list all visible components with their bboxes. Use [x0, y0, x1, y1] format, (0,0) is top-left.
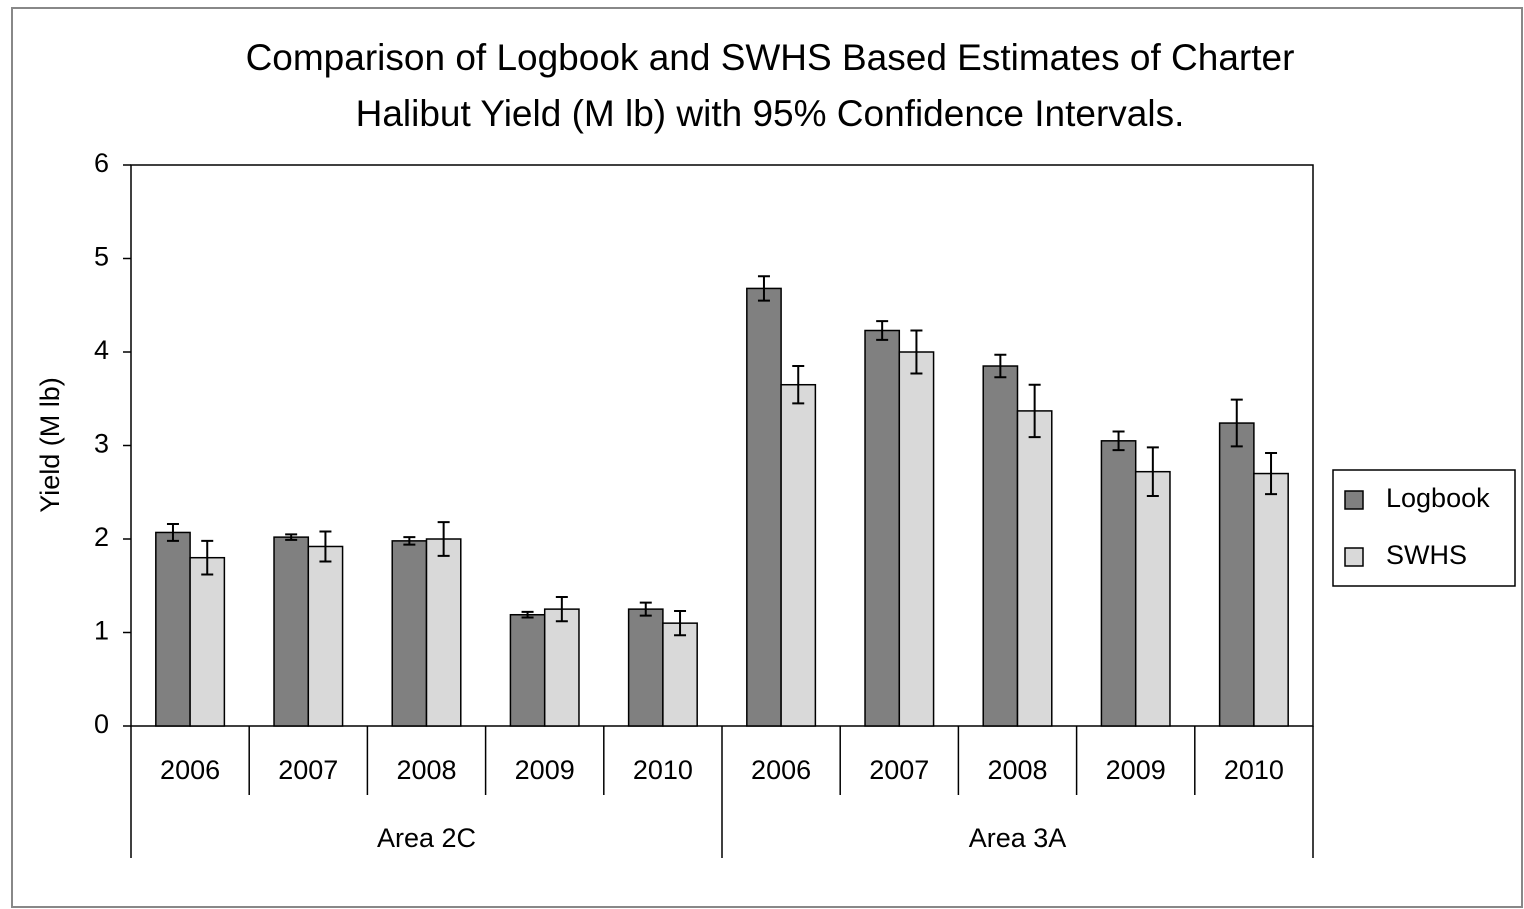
error-bar [555, 595, 568, 623]
y-tick-label: 0 [94, 709, 109, 739]
error-bar [437, 521, 450, 557]
bar [627, 608, 664, 727]
group-label: Area 2C [377, 823, 476, 853]
group-label: Area 3A [969, 823, 1067, 853]
error-bar [1265, 451, 1278, 496]
bar [982, 365, 1019, 727]
y-tick-label: 6 [94, 148, 109, 178]
bar [864, 329, 901, 727]
error-bar [876, 320, 889, 341]
bar [746, 287, 782, 727]
bar [1134, 470, 1171, 727]
bar [155, 531, 191, 727]
x-tick-label: 2010 [1224, 755, 1284, 785]
x-tick-label: 2007 [278, 755, 338, 785]
bar [273, 536, 310, 727]
error-bar [639, 601, 652, 617]
error-bar [994, 353, 1007, 379]
bar [391, 540, 428, 727]
bar [898, 351, 935, 727]
error-bar [1230, 398, 1243, 448]
error-bar [1028, 383, 1041, 439]
bar [1253, 472, 1289, 727]
bar [1100, 440, 1137, 727]
x-tick-label: 2008 [396, 755, 456, 785]
y-tick-label: 3 [94, 429, 109, 459]
error-bar [1112, 430, 1125, 452]
y-axis-label: Yield (M lb) [35, 377, 65, 513]
y-tick-label: 4 [94, 335, 109, 365]
y-tick-label: 2 [94, 522, 109, 552]
error-bar [757, 275, 770, 302]
x-tick-label: 2006 [160, 755, 220, 785]
x-tick-label: 2009 [515, 755, 575, 785]
error-bar [201, 539, 214, 576]
legend-swatch [1344, 547, 1364, 567]
bar [1218, 422, 1255, 727]
bar [780, 383, 817, 727]
bar [1016, 410, 1053, 727]
error-bar [166, 523, 179, 542]
x-tick-label: 2006 [751, 755, 811, 785]
bar [509, 613, 546, 727]
error-bar [1146, 446, 1159, 497]
chart-title: Halibut Yield (M lb) with 95% Confidence… [356, 93, 1185, 134]
error-bar [792, 365, 805, 405]
y-tick-label: 1 [94, 616, 109, 646]
error-bar [403, 536, 416, 546]
x-tick-label: 2007 [869, 755, 929, 785]
y-tick-label: 5 [94, 242, 109, 272]
error-bar [674, 609, 687, 637]
error-bar [319, 530, 332, 563]
legend-label: SWHS [1386, 540, 1467, 570]
x-tick-label: 2010 [633, 755, 693, 785]
bar [307, 545, 344, 727]
error-bar [285, 533, 298, 541]
legend-label: Logbook [1386, 483, 1490, 513]
error-bar [910, 329, 923, 375]
chart-title: Comparison of Logbook and SWHS Based Est… [246, 37, 1295, 78]
error-bar [521, 610, 534, 619]
bar [543, 608, 580, 727]
x-tick-label: 2008 [987, 755, 1047, 785]
x-tick-label: 2009 [1106, 755, 1166, 785]
legend-swatch [1344, 490, 1364, 510]
bar [189, 556, 226, 727]
bar [662, 622, 698, 727]
bar [425, 538, 462, 727]
